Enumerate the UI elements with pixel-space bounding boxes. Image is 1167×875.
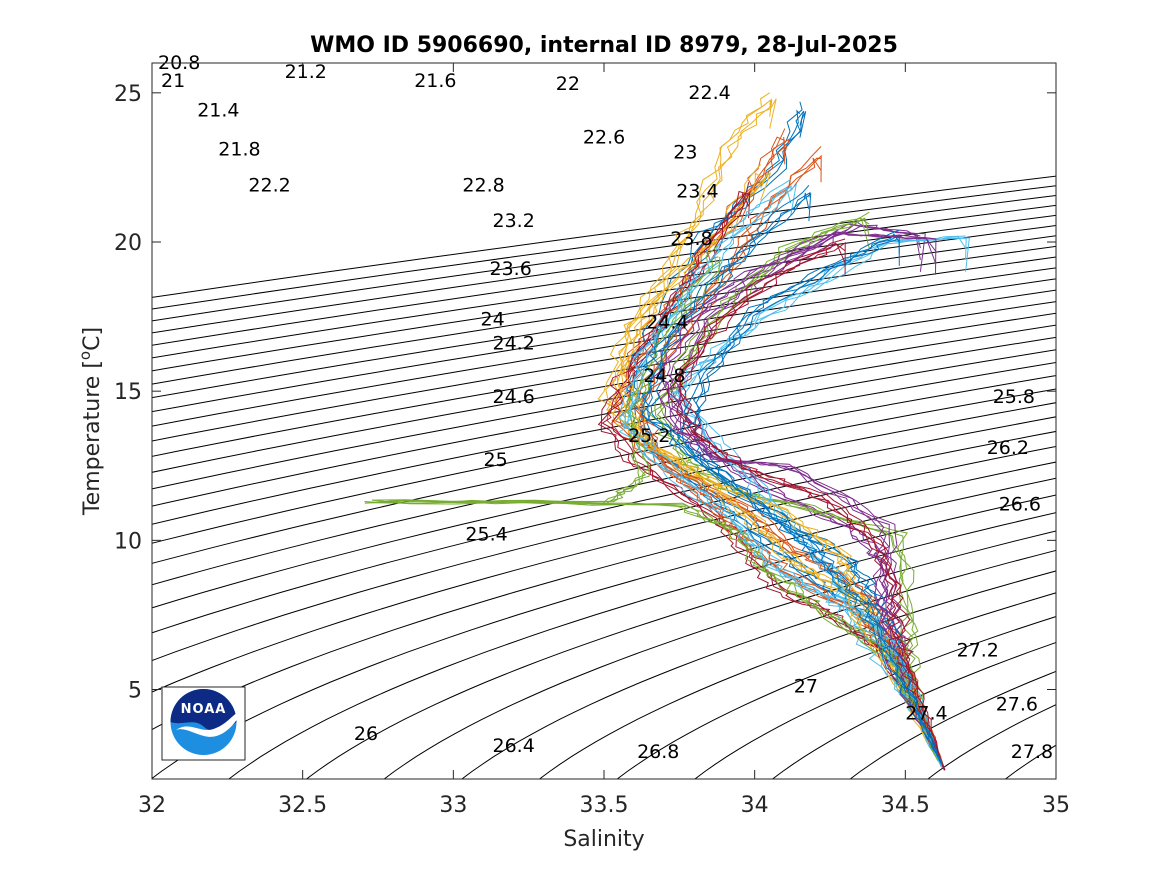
profile-line bbox=[677, 243, 945, 771]
contour-label: 22.6 bbox=[583, 127, 625, 149]
density-contour bbox=[152, 402, 1056, 609]
y-tick-label: 25 bbox=[114, 82, 142, 107]
y-axis-label-end: C] bbox=[80, 327, 105, 351]
contour-label: 27.2 bbox=[957, 640, 999, 662]
density-contour bbox=[152, 301, 1056, 457]
density-contour bbox=[152, 388, 1056, 586]
profile-line bbox=[650, 192, 943, 765]
contour-label: 22 bbox=[556, 73, 580, 95]
noaa-logo-text: NOAA bbox=[181, 702, 227, 717]
x-axis-ticks: 32 32.5 33 33.5 34 34.5 35 bbox=[138, 63, 1070, 818]
density-contour bbox=[152, 312, 1056, 473]
contour-label: 27.6 bbox=[996, 693, 1038, 715]
profile-line bbox=[627, 183, 943, 768]
density-contour bbox=[152, 324, 1056, 490]
contour-label: 22.8 bbox=[462, 174, 504, 196]
contour-label: 26.4 bbox=[493, 735, 535, 757]
contour-label: 22.2 bbox=[248, 174, 290, 196]
contour-label: 26.2 bbox=[987, 437, 1029, 459]
contour-label: 25.8 bbox=[993, 386, 1035, 408]
profile-line bbox=[676, 237, 970, 762]
profile-line bbox=[616, 98, 943, 765]
density-contour bbox=[152, 375, 1056, 564]
contour-label: 24.8 bbox=[643, 365, 685, 387]
x-tick-label: 34 bbox=[741, 793, 769, 818]
contour-label: 27 bbox=[794, 676, 818, 698]
x-tick-label: 33.5 bbox=[580, 793, 629, 818]
contour-label: 23 bbox=[673, 142, 697, 164]
density-contour bbox=[383, 530, 1056, 779]
y-tick-label: 15 bbox=[114, 380, 142, 405]
density-contour bbox=[538, 570, 1056, 779]
x-tick-label: 32.5 bbox=[278, 793, 327, 818]
contour-label: 21 bbox=[161, 70, 185, 92]
profile-line bbox=[621, 98, 943, 765]
density-contour bbox=[152, 278, 1056, 427]
x-axis-label: Salinity bbox=[563, 827, 644, 852]
profile-series bbox=[364, 92, 970, 771]
contour-label: 23.4 bbox=[676, 180, 718, 202]
profile-line bbox=[639, 157, 946, 771]
profile-line bbox=[641, 184, 943, 765]
contour-label: 26.6 bbox=[999, 494, 1041, 516]
contour-label: 26.8 bbox=[637, 741, 679, 763]
y-tick-label: 5 bbox=[128, 679, 142, 704]
plot-background bbox=[152, 63, 1056, 779]
contour-label: 24.6 bbox=[493, 386, 535, 408]
contour-label: 25.2 bbox=[628, 425, 670, 447]
profile-line bbox=[600, 182, 945, 771]
density-contour bbox=[152, 361, 1056, 544]
contour-label: 27.8 bbox=[1011, 741, 1053, 763]
density-contour bbox=[616, 592, 1056, 779]
y-axis-label: Temperature [oC] bbox=[76, 327, 105, 516]
contour-label: 24.4 bbox=[646, 312, 688, 334]
contour-label: 21.4 bbox=[197, 100, 239, 122]
profile-line bbox=[666, 231, 946, 771]
profile-line bbox=[676, 242, 946, 771]
density-contour bbox=[152, 477, 1056, 779]
x-tick-label: 35 bbox=[1042, 793, 1070, 818]
noaa-logo: NOAA bbox=[161, 686, 246, 761]
contour-label: 25.4 bbox=[465, 523, 507, 545]
contour-labels: 20.821 21.221.421.621.82222.222.422.622.8… bbox=[158, 52, 1053, 763]
profile-line bbox=[661, 231, 946, 771]
profile-line bbox=[640, 191, 942, 765]
profile-line bbox=[666, 238, 945, 771]
density-contour bbox=[228, 494, 1056, 779]
density-contour bbox=[305, 512, 1056, 779]
y-tick-label: 20 bbox=[114, 231, 142, 256]
y-axis-label-main: Temperature [ bbox=[80, 360, 105, 516]
contour-label: 23.2 bbox=[493, 210, 535, 232]
contour-label: 23.6 bbox=[490, 258, 532, 280]
contour-label: 24 bbox=[481, 309, 505, 331]
contour-label: 21.2 bbox=[285, 61, 327, 83]
contour-label: 23.8 bbox=[670, 228, 712, 250]
contour-label: 24.2 bbox=[493, 332, 535, 354]
y-tick-label: 10 bbox=[114, 529, 142, 554]
x-tick-label: 34.5 bbox=[881, 793, 930, 818]
x-tick-label: 33 bbox=[439, 793, 467, 818]
y-axis-label-superscript: o bbox=[76, 351, 94, 360]
density-contour bbox=[152, 445, 1056, 693]
x-tick-label: 32 bbox=[138, 793, 166, 818]
profile-line bbox=[673, 235, 967, 762]
contour-label: 21.8 bbox=[218, 139, 260, 161]
profile-line bbox=[679, 241, 946, 771]
contour-label: 21.6 bbox=[414, 70, 456, 92]
y-axis-ticks: 5 10 15 20 25 bbox=[114, 82, 1056, 704]
chart-title: WMO ID 5906690, internal ID 8979, 28-Jul… bbox=[310, 33, 898, 58]
profile-line bbox=[647, 192, 943, 765]
density-contour bbox=[152, 461, 1056, 731]
contour-label: 25 bbox=[484, 449, 508, 471]
contour-label: 27.4 bbox=[905, 702, 947, 724]
density-contour bbox=[152, 289, 1056, 442]
profile-line bbox=[371, 256, 940, 762]
contour-label: 26 bbox=[354, 723, 378, 745]
density-contour bbox=[771, 641, 1056, 779]
density-contour bbox=[461, 549, 1056, 779]
contour-label: 22.4 bbox=[688, 82, 730, 104]
